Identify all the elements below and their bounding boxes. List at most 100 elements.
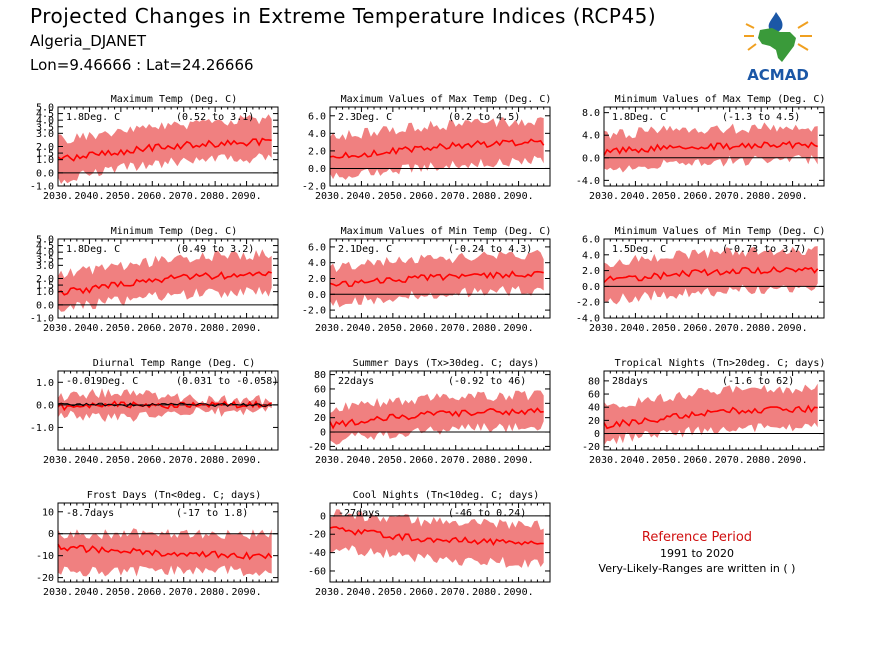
x-tick-label: 2080.: [200, 587, 230, 598]
plot-frame: [603, 370, 825, 451]
x-tick-label: 2080.: [746, 191, 776, 202]
y-tick-label: 60: [314, 384, 326, 395]
x-tick-label: 2080.: [472, 191, 502, 202]
x-tick-label: 2080.: [746, 323, 776, 334]
y-tick-label: 0.0: [308, 164, 326, 175]
chart-title: Cool Nights (Tn<10deg. C; days): [353, 490, 540, 501]
y-tick-label: 5.0: [36, 235, 54, 246]
chart-panel: 2030. 2040. 2050. 2060. 2070. 2080. 2090. -1.0 0…: [30, 358, 279, 466]
coordinates-label: Lon=9.46666 : Lat=24.26666: [30, 56, 254, 74]
y-tick-label: 6.0: [308, 242, 326, 253]
x-tick-label: 2040.: [74, 587, 104, 598]
y-tick-label: 4.0: [582, 250, 600, 261]
logo-text: ACMAD: [747, 66, 809, 84]
mean-change-label: 28days: [612, 376, 648, 387]
y-tick-label: 3.0: [36, 261, 54, 272]
x-tick-label: 2040.: [620, 455, 650, 466]
mean-change-label: 2.3Deg. C: [338, 112, 392, 123]
x-tick-label: 2070.: [441, 323, 471, 334]
range-label: (0.49 to 3.2): [176, 244, 254, 255]
mean-change-label: -8.7days: [66, 508, 114, 519]
x-tick-label: 2040.: [74, 191, 104, 202]
x-tick-label: 2060.: [137, 455, 167, 466]
x-tick-label: 2050.: [378, 455, 408, 466]
x-tick-label: 2030.: [43, 455, 73, 466]
y-tick-label: -4.0: [576, 176, 600, 187]
x-tick-label: 2060.: [683, 191, 713, 202]
x-tick-label: 2030.: [43, 587, 73, 598]
x-tick-label: 2070.: [715, 323, 745, 334]
mean-change-label: 1.8Deg. C: [66, 112, 120, 123]
y-tick-label: 4.5: [36, 241, 54, 252]
series-line: [57, 543, 273, 561]
plot-frame: [57, 370, 279, 451]
x-tick-label: 2090.: [232, 587, 262, 598]
x-tick-label: 2070.: [715, 191, 745, 202]
reference-years: 1991 to 2020: [659, 547, 735, 560]
x-tick-label: 2050.: [652, 455, 682, 466]
acmad-logo: ACMAD: [736, 6, 820, 86]
chart-title: Minimum Values of Max Temp (Deg. C): [615, 94, 826, 105]
x-tick-label: 2070.: [441, 191, 471, 202]
range-label: (0.2 to 4.5): [448, 112, 520, 123]
y-tick-label: 1.5: [36, 281, 54, 292]
mean-change-label: -27days: [338, 508, 380, 519]
y-tick-label: 3.5: [36, 122, 54, 133]
x-tick-label: 2040.: [74, 323, 104, 334]
y-tick-label: 2.0: [308, 274, 326, 285]
y-tick-label: 1.5: [36, 149, 54, 160]
x-tick-label: 2060.: [409, 587, 439, 598]
x-tick-label: 2070.: [169, 455, 199, 466]
y-tick-label: -2.0: [302, 306, 326, 317]
y-tick-label: 60: [588, 390, 600, 401]
mean-change-label: 1.5Deg. C: [612, 244, 666, 255]
chart-panel: 2030. 2040. 2050. 2060. 2070. 2080. 2090. -1.0 0…: [30, 94, 279, 202]
range-label: (0.031 to -0.058): [176, 376, 278, 387]
x-tick-label: 2090.: [232, 323, 262, 334]
series-line: [603, 265, 819, 283]
x-tick-label: 2090.: [504, 323, 534, 334]
x-tick-label: 2030.: [315, 587, 345, 598]
y-tick-label: 6.0: [582, 235, 600, 246]
y-tick-label: 5.0: [36, 103, 54, 114]
x-tick-label: 2070.: [441, 455, 471, 466]
series-line: [57, 270, 272, 296]
y-tick-label: 2.0: [308, 146, 326, 157]
mean-change-label: 1.8Deg. C: [66, 244, 120, 255]
x-tick-label: 2030.: [43, 191, 73, 202]
range-label: (-46 to 0.24): [448, 508, 526, 519]
chart-title: Maximum Values of Max Temp (Deg. C): [341, 94, 552, 105]
x-tick-label: 2070.: [715, 455, 745, 466]
y-tick-label: 4.0: [36, 116, 54, 127]
series-line: [57, 137, 272, 162]
y-tick-label: 80: [314, 370, 326, 381]
range-label: (0.52 to 3.1): [176, 112, 254, 123]
x-tick-label: 2040.: [620, 191, 650, 202]
x-tick-label: 2030.: [43, 323, 73, 334]
x-tick-label: 2050.: [378, 323, 408, 334]
x-tick-label: 2040.: [346, 323, 376, 334]
y-tick-label: 0.0: [308, 290, 326, 301]
y-tick-label: -4.0: [576, 314, 600, 325]
chart-title: Maximum Values of Min Temp (Deg. C): [341, 226, 552, 237]
y-tick-label: -20: [308, 442, 326, 453]
y-tick-label: 20: [588, 416, 600, 427]
x-tick-label: 2060.: [683, 323, 713, 334]
y-tick-label: 4.5: [36, 109, 54, 120]
y-tick-label: 0.0: [582, 282, 600, 293]
y-tick-label: 1.0: [36, 287, 54, 298]
x-tick-label: 2030.: [589, 191, 619, 202]
y-tick-label: 4.0: [308, 258, 326, 269]
x-tick-label: 2080.: [472, 587, 502, 598]
mean-change-label: 1.8Deg. C: [612, 112, 666, 123]
y-tick-label: 0: [320, 511, 326, 522]
y-tick-label: 40: [588, 403, 600, 414]
africa-map-drop-icon: [744, 12, 812, 62]
y-tick-label: 0: [320, 428, 326, 439]
y-tick-label: -20: [582, 442, 600, 453]
plot-frame: [329, 106, 551, 187]
x-tick-label: 2080.: [746, 455, 776, 466]
x-tick-label: 2080.: [200, 323, 230, 334]
plot-frame: [603, 238, 825, 319]
y-tick-label: 4.0: [36, 248, 54, 259]
